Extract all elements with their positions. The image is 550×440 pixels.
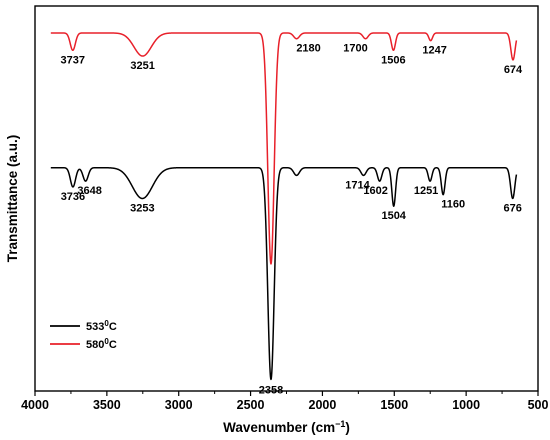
peak-label-1700: 1700 (343, 43, 367, 55)
peak-label-1506: 1506 (381, 54, 405, 66)
x-axis-title: Wavenumber (cm−1) (223, 419, 350, 435)
legend-label-533: 5330C (86, 319, 117, 333)
x-tick-label-1000: 1000 (452, 398, 480, 412)
legend-label-580: 5800C (86, 337, 117, 351)
x-tick-label-3500: 3500 (93, 398, 121, 412)
peak-label-3736: 3736 (61, 191, 85, 203)
peak-label-2358: 2358 (259, 384, 283, 396)
peak-label-1504: 1504 (381, 210, 406, 222)
peak-label-674: 674 (504, 64, 523, 76)
x-tick-label-2500: 2500 (237, 398, 265, 412)
peak-label-2180: 2180 (296, 43, 320, 55)
x-tick-label-1500: 1500 (380, 398, 408, 412)
peak-label-3253: 3253 (130, 203, 154, 215)
peak-label-1714: 1714 (345, 179, 370, 191)
peak-label-3648: 3648 (77, 185, 101, 197)
peak-label-1251: 1251 (414, 185, 438, 197)
peak-label-1247: 1247 (422, 45, 446, 57)
x-tick-label-3000: 3000 (165, 398, 193, 412)
x-tick-label-2000: 2000 (309, 398, 337, 412)
x-tick-label-4000: 4000 (21, 398, 49, 412)
series-line-533 (50, 166, 518, 381)
x-tick-label-500: 500 (528, 398, 549, 412)
peak-label-1602: 1602 (363, 185, 387, 197)
peak-label-3737: 3737 (61, 54, 85, 66)
peak-label-3251: 3251 (130, 60, 154, 72)
peak-label-676: 676 (504, 203, 522, 215)
y-axis-title: Transmittance (a.u.) (5, 135, 20, 263)
peak-label-1160: 1160 (441, 199, 465, 211)
series-line-580 (50, 32, 518, 265)
